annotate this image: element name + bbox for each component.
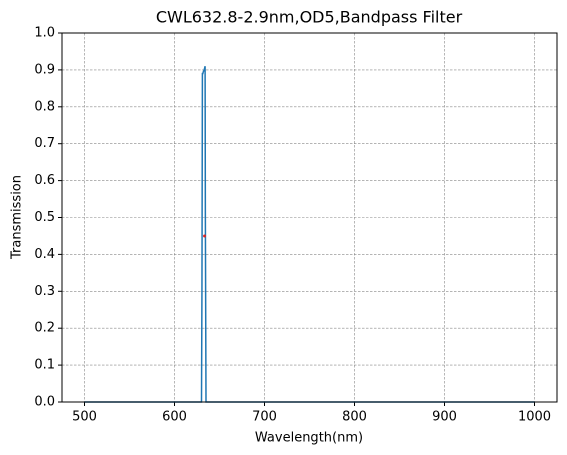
x-tick-label: 800 [342, 410, 367, 425]
chart-title: CWL632.8-2.9nm,OD5,Bandpass Filter [156, 8, 463, 27]
plot-frame [61, 32, 558, 403]
line-series [84, 66, 535, 403]
y-tick-label: 0.3 [34, 284, 55, 299]
y-tick-label: 1.0 [34, 26, 55, 41]
y-tick-label: 0.7 [34, 136, 55, 151]
y-tick-label: 0.5 [34, 210, 55, 225]
y-tick-label: 0.4 [34, 247, 55, 262]
x-tick-label: 1000 [518, 410, 551, 425]
y-tick-label: 0.8 [34, 99, 55, 114]
y-tick-label: 0.9 [34, 62, 55, 77]
y-tick-label: 0.1 [34, 358, 55, 373]
x-tick-label: 900 [432, 410, 457, 425]
y-axis-label: Transmission [10, 175, 25, 260]
x-tick-label: 700 [252, 410, 277, 425]
x-tick-label: 600 [162, 410, 187, 425]
point-marker [203, 234, 207, 238]
x-axis-label: Wavelength(nm) [255, 431, 363, 446]
x-tick-label: 500 [72, 410, 97, 425]
y-tick-label: 0.2 [34, 321, 55, 336]
y-tick-label: 0.6 [34, 173, 55, 188]
y-tick-label: 0.0 [34, 395, 55, 410]
